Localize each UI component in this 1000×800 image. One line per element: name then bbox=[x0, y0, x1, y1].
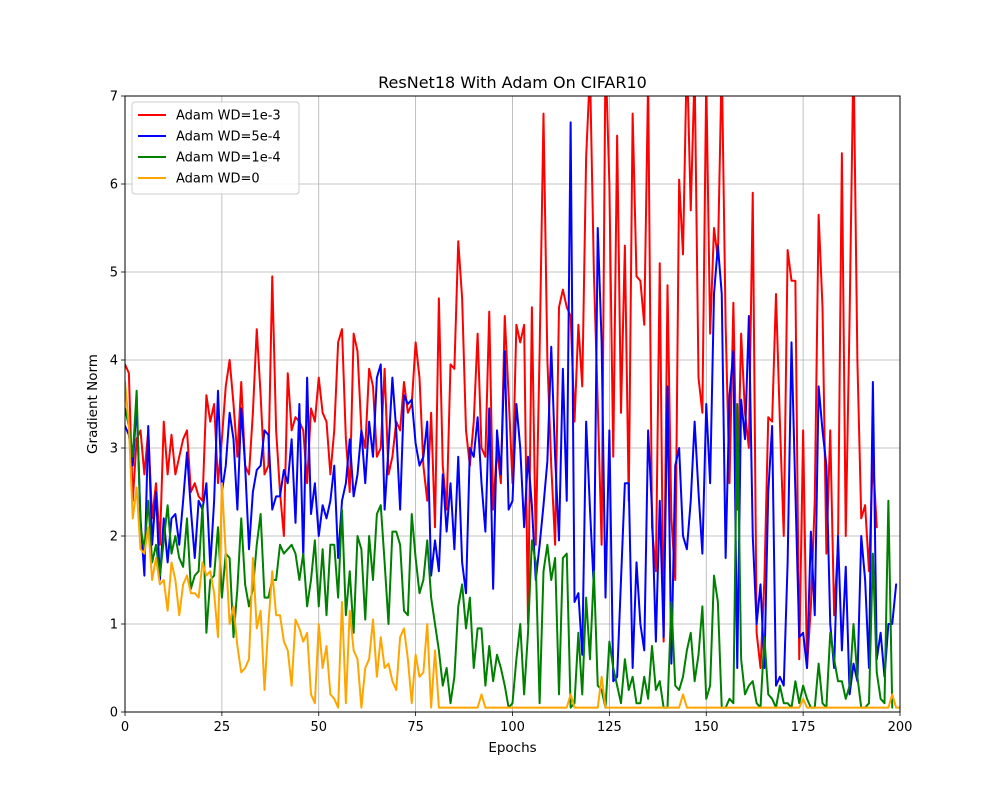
legend-label: Adam WD=1e-4 bbox=[176, 151, 281, 166]
x-axis-label: Epochs bbox=[488, 740, 536, 756]
legend-label: Adam WD=0 bbox=[176, 172, 260, 187]
x-tick-label: 0 bbox=[121, 720, 129, 735]
y-tick-label: 0 bbox=[110, 706, 118, 721]
legend-box bbox=[131, 101, 300, 195]
x-tick-label: 75 bbox=[407, 720, 424, 735]
y-axis-label: Gradient Norm bbox=[85, 354, 101, 454]
y-tick-label: 1 bbox=[110, 618, 118, 633]
y-tick-label: 7 bbox=[110, 90, 118, 105]
chart-title: ResNet18 With Adam On CIFAR10 bbox=[378, 73, 647, 92]
y-tick-label: 6 bbox=[110, 178, 118, 193]
x-tick-label: 200 bbox=[888, 720, 913, 735]
x-tick-label: 25 bbox=[214, 720, 231, 735]
y-tick-label: 5 bbox=[110, 266, 118, 281]
x-tick-label: 50 bbox=[310, 720, 327, 735]
y-tick-label: 2 bbox=[110, 530, 118, 545]
x-tick-label: 100 bbox=[500, 720, 525, 735]
y-tick-label: 4 bbox=[110, 354, 118, 369]
series-line-4 bbox=[125, 381, 900, 709]
legend-label: Adam WD=5e-4 bbox=[176, 130, 281, 145]
series-clip-group bbox=[125, 96, 900, 709]
y-tick-label: 3 bbox=[110, 442, 118, 457]
x-tick-label: 175 bbox=[791, 720, 816, 735]
series-line-2 bbox=[125, 121, 898, 696]
axis-ticks: 0 25 50 75 100 125 150 175 200 0 1 2 3 4 5 6 7 bbox=[110, 90, 913, 736]
legend-label: Adam WD=1e-3 bbox=[176, 109, 281, 124]
series-line-1 bbox=[125, 96, 878, 669]
x-tick-label: 150 bbox=[694, 720, 719, 735]
x-tick-label: 125 bbox=[597, 720, 622, 735]
plot-series bbox=[125, 96, 900, 709]
legend: Adam WD=1e-3 Adam WD=5e-4 Adam WD=1e-4 Adam… bbox=[131, 101, 300, 195]
